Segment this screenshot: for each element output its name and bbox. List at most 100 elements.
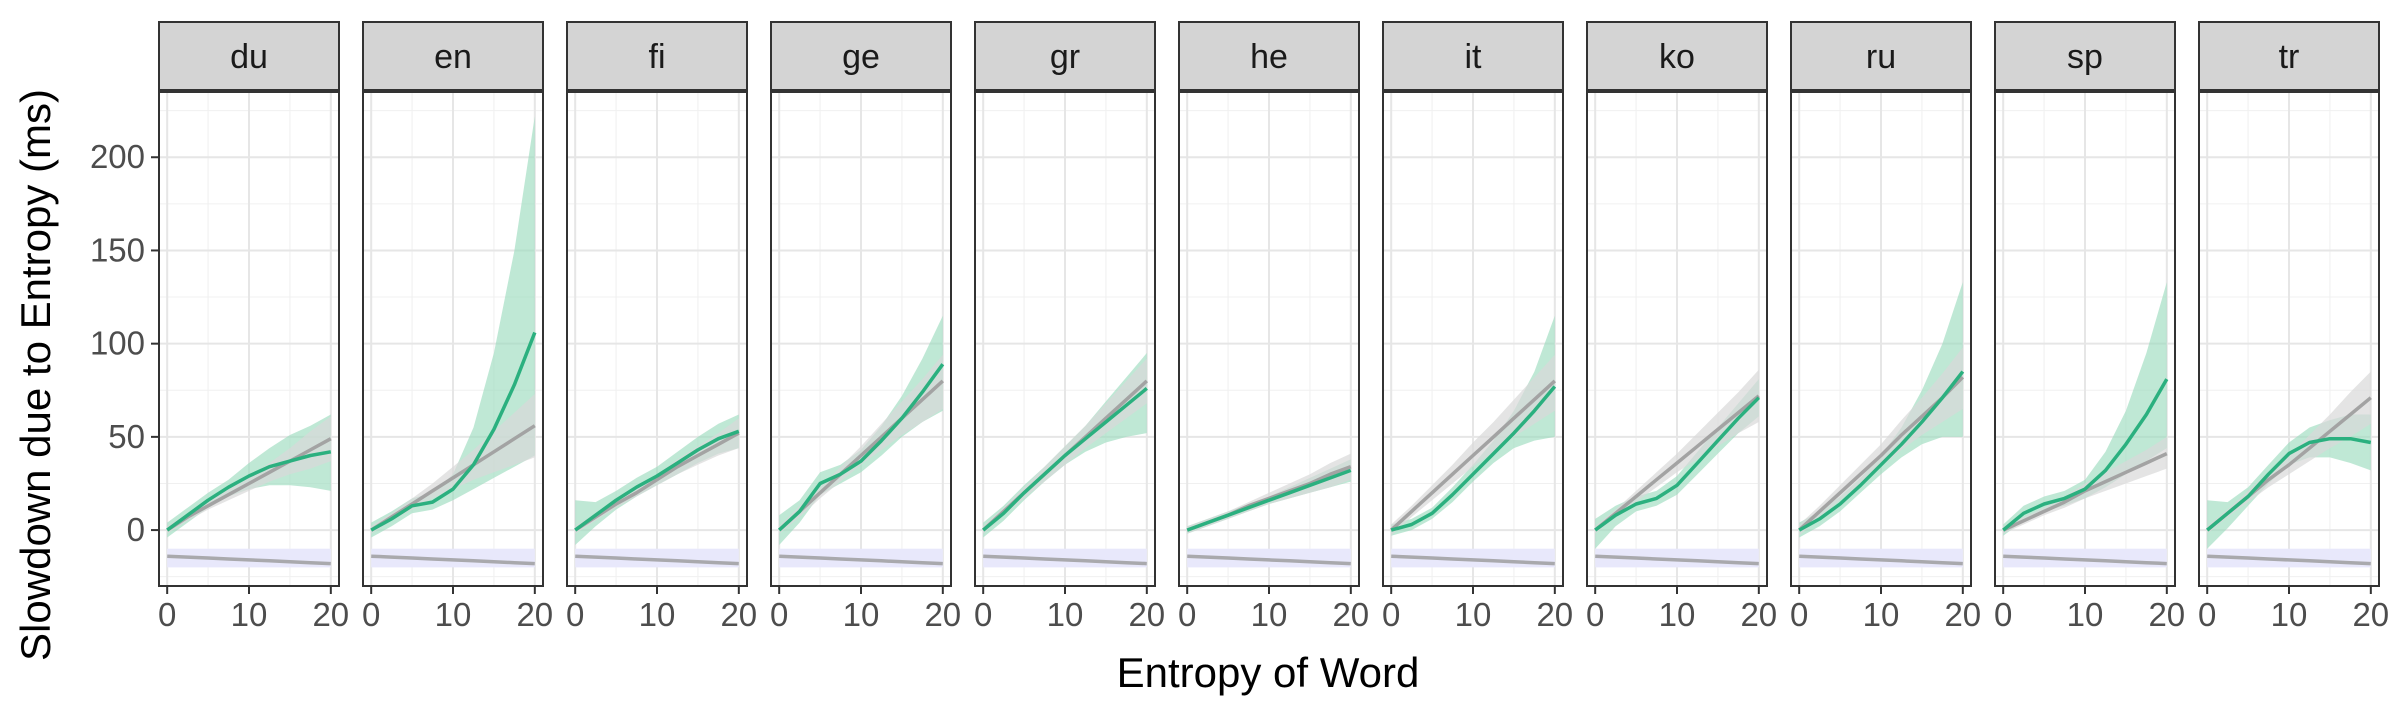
- x-tick-label: 10: [1047, 596, 1084, 633]
- facet-panel-du: du 0 10 20: [158, 21, 349, 633]
- density-line: [2003, 554, 2167, 566]
- x-tick-label: 20: [1944, 596, 1981, 633]
- x-tick-label: 0: [158, 596, 176, 633]
- model-series-line: [778, 363, 945, 532]
- x-axis-title: Entropy of Word: [1117, 649, 1420, 696]
- facet-panel-sp: sp 0 10 20: [1994, 21, 2185, 633]
- facet-strip: [1178, 21, 1360, 91]
- facet-strip-label: sp: [2067, 38, 2103, 76]
- model-series-line: [574, 429, 740, 532]
- x-tick-label: 10: [843, 596, 880, 633]
- facet-strip: [158, 21, 340, 91]
- x-tick-label: 20: [1128, 596, 1165, 633]
- facet-strip-label: du: [230, 38, 268, 76]
- baseline-confidence-ribbon: [1799, 347, 1963, 536]
- facet-strip: [362, 21, 544, 91]
- baseline-series-line: [166, 437, 332, 532]
- chart-panels: du 0 10 20 en 0 10 20 fi 0 10 20 ge 0 10 20 gr 0 10 20 he 0 10…: [158, 21, 2389, 633]
- y-tick-label: 50: [108, 418, 145, 455]
- x-tick-label: 0: [1178, 596, 1196, 633]
- baseline-confidence-ribbon: [983, 358, 1147, 534]
- x-tick-label: 20: [516, 596, 553, 633]
- density-line: [1799, 554, 1963, 566]
- x-tick-label: 20: [720, 596, 757, 633]
- x-tick-label: 20: [1740, 596, 1777, 633]
- facet-strip: [1994, 21, 2176, 91]
- facet-strip-label: tr: [2279, 38, 2300, 76]
- x-tick-label: 0: [974, 596, 992, 633]
- model-series-line: [370, 331, 537, 532]
- density-line: [1187, 554, 1351, 566]
- facet-panel-he: he 0 10 20: [1178, 21, 1369, 633]
- x-tick-label: 10: [231, 596, 268, 633]
- density-line: [779, 554, 943, 566]
- density-line: [167, 554, 331, 566]
- model-series-line: [1186, 468, 1352, 532]
- facet-strip-label: gr: [1050, 38, 1080, 76]
- facet-strip-label: he: [1250, 38, 1288, 76]
- facet-strip: [974, 21, 1156, 91]
- model-series-line: [1798, 370, 1965, 532]
- density-line: [371, 554, 535, 566]
- density-line: [1391, 554, 1555, 566]
- facet-strip-label: ko: [1659, 38, 1695, 76]
- facet-strip-label: ge: [842, 38, 880, 76]
- x-tick-label: 0: [1790, 596, 1808, 633]
- x-tick-label: 20: [1536, 596, 1573, 633]
- density-line: [1595, 554, 1759, 566]
- x-tick-label: 10: [1251, 596, 1288, 633]
- facet-panel-gr: gr 0 10 20: [974, 21, 1165, 633]
- x-tick-label: 10: [639, 596, 676, 633]
- facet-panel-it: it 0 10 20: [1382, 21, 1573, 633]
- model-series-line: [2002, 378, 2169, 532]
- facet-strip: [770, 21, 952, 91]
- x-tick-label: 10: [1455, 596, 1492, 633]
- y-tick-label: 100: [90, 325, 145, 362]
- model-series-line: [982, 387, 1148, 532]
- facet-strip: [1586, 21, 1768, 91]
- baseline-series-line: [1390, 379, 1556, 532]
- x-tick-label: 0: [1382, 596, 1400, 633]
- model-confidence-ribbon: [1595, 379, 1759, 549]
- facet-panel-ko: ko 0 10 20: [1586, 21, 1777, 633]
- facet-panel-tr: tr 0 10 20: [2198, 21, 2389, 633]
- x-tick-label: 10: [2067, 596, 2104, 633]
- density-line: [2207, 554, 2371, 566]
- model-series-line: [166, 450, 332, 532]
- x-tick-label: 10: [1659, 596, 1696, 633]
- x-tick-label: 20: [2352, 596, 2389, 633]
- baseline-series-line: [1594, 394, 1760, 532]
- x-tick-label: 0: [1586, 596, 1604, 633]
- y-tick-label: 200: [90, 138, 145, 175]
- baseline-series-line: [778, 379, 944, 532]
- x-tick-label: 10: [1863, 596, 1900, 633]
- y-tick-label: 0: [127, 511, 145, 548]
- facet-panel-en: en 0 10 20: [362, 21, 553, 633]
- facet-strip-label: en: [434, 38, 472, 76]
- density-line: [575, 554, 739, 566]
- facet-strip-label: ru: [1866, 38, 1896, 76]
- x-tick-label: 20: [2148, 596, 2185, 633]
- x-tick-label: 20: [924, 596, 961, 633]
- model-series-line: [1594, 396, 1761, 532]
- baseline-confidence-ribbon: [371, 394, 535, 534]
- x-tick-label: 20: [1332, 596, 1369, 633]
- density-line: [983, 554, 1147, 566]
- x-tick-label: 0: [362, 596, 380, 633]
- facet-strip: [1790, 21, 1972, 91]
- facet-strip-label: fi: [649, 38, 666, 76]
- y-tick-label: 150: [90, 231, 145, 268]
- x-tick-label: 0: [770, 596, 788, 633]
- baseline-confidence-ribbon: [779, 354, 943, 534]
- facet-panel-fi: fi 0 10 20: [566, 21, 757, 633]
- facet-strip: [1382, 21, 1564, 91]
- facet-strip: [566, 21, 748, 91]
- y-axis: 0 50 100 150 200: [90, 138, 159, 548]
- x-tick-label: 10: [435, 596, 472, 633]
- baseline-series-line: [574, 431, 740, 532]
- x-tick-label: 0: [2198, 596, 2216, 633]
- facet-strip: [2198, 21, 2380, 91]
- x-tick-label: 0: [566, 596, 584, 633]
- model-series-line: [1390, 385, 1557, 532]
